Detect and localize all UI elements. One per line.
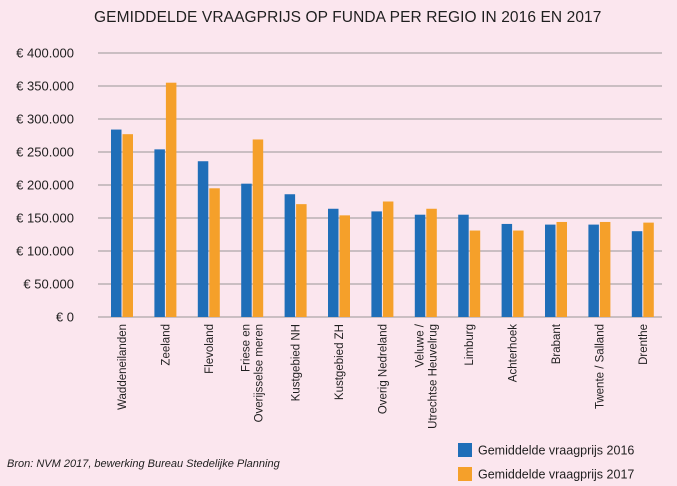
legend-label: Gemiddelde vraagprijs 2016: [478, 444, 634, 458]
x-category-label: Utrechtse Heuvelrug: [427, 324, 439, 429]
bar-2017: [339, 215, 350, 317]
bar-2016: [414, 214, 426, 317]
bar-2016: [631, 231, 643, 317]
bar-2017: [382, 201, 394, 317]
bar-2017: [643, 222, 654, 317]
x-category-label: Drenthe: [638, 324, 650, 365]
x-category-label: Overijsselse meren: [254, 324, 266, 422]
x-category-label: Limburg: [464, 324, 476, 366]
bar-2017: [122, 134, 133, 317]
x-category-label: Flevoland: [204, 324, 216, 374]
y-tick-label: € 150.000: [16, 211, 74, 226]
bar-2017: [469, 230, 481, 317]
chart-title: GEMIDDELDE VRAAGPRIJS OP FUNDA PER REGIO…: [94, 9, 602, 26]
y-tick-label: € 300.000: [16, 112, 74, 127]
gridlines: [98, 52, 662, 318]
bar-2017: [209, 188, 220, 317]
bar-2017: [599, 221, 611, 317]
bar-2017: [252, 139, 264, 317]
bar-2016: [154, 149, 165, 317]
bar-2016: [284, 194, 296, 317]
y-tick-label: € 0: [56, 310, 74, 325]
legend-swatch: [458, 467, 472, 481]
bar-2016: [111, 129, 122, 317]
bar-2016: [328, 208, 339, 317]
y-axis-tick-labels: € 0 € 50.000 € 100.000 € 150.000 € 200.000 € …: [16, 46, 74, 325]
source-note: Bron: NVM 2017, bewerking Bureau Stedeli…: [7, 458, 281, 470]
bar-2017: [296, 204, 307, 317]
y-tick-label: € 200.000: [16, 178, 74, 193]
bars: [111, 82, 654, 317]
y-tick-label: € 100.000: [16, 244, 74, 259]
legend-swatch: [458, 443, 472, 457]
bar-2016: [371, 211, 382, 317]
y-tick-label: € 50.000: [23, 277, 74, 292]
bar-2016: [458, 214, 469, 317]
y-tick-label: € 350.000: [16, 79, 74, 94]
x-category-label: Achterhoek: [508, 324, 520, 382]
bar-2017: [513, 230, 524, 317]
y-tick-label: € 250.000: [16, 145, 74, 160]
bar-2016: [588, 224, 599, 317]
bar-2016: [545, 224, 556, 317]
x-category-label: Twente / Salland: [594, 324, 606, 409]
x-category-label: Friese en: [241, 324, 253, 372]
x-axis-category-labels: Waddeneilanden Zeeland Flevoland Friese en O…: [117, 323, 650, 429]
x-category-label: Brabant: [551, 323, 563, 364]
legend-label: Gemiddelde vraagprijs 2017: [478, 468, 634, 482]
x-category-label: Zeeland: [160, 324, 172, 366]
bar-2017: [426, 208, 437, 317]
y-tick-label: € 400.000: [16, 46, 74, 61]
x-category-label: Overig Nedreland: [377, 324, 389, 414]
legend: Gemiddelde vraagprijs 2016 Gemiddelde vra…: [458, 443, 634, 482]
bar-2017: [556, 221, 567, 317]
x-category-label: Kustgebied ZH: [334, 324, 346, 400]
x-category-label: Veluwe /: [414, 323, 426, 367]
bar-2016: [241, 183, 252, 317]
x-category-label: Waddeneilanden: [117, 324, 129, 410]
bar-2016: [197, 161, 209, 317]
x-category-label: Kustgebied NH: [291, 324, 303, 401]
bar-2016: [501, 223, 513, 317]
bar-2017: [165, 82, 177, 317]
